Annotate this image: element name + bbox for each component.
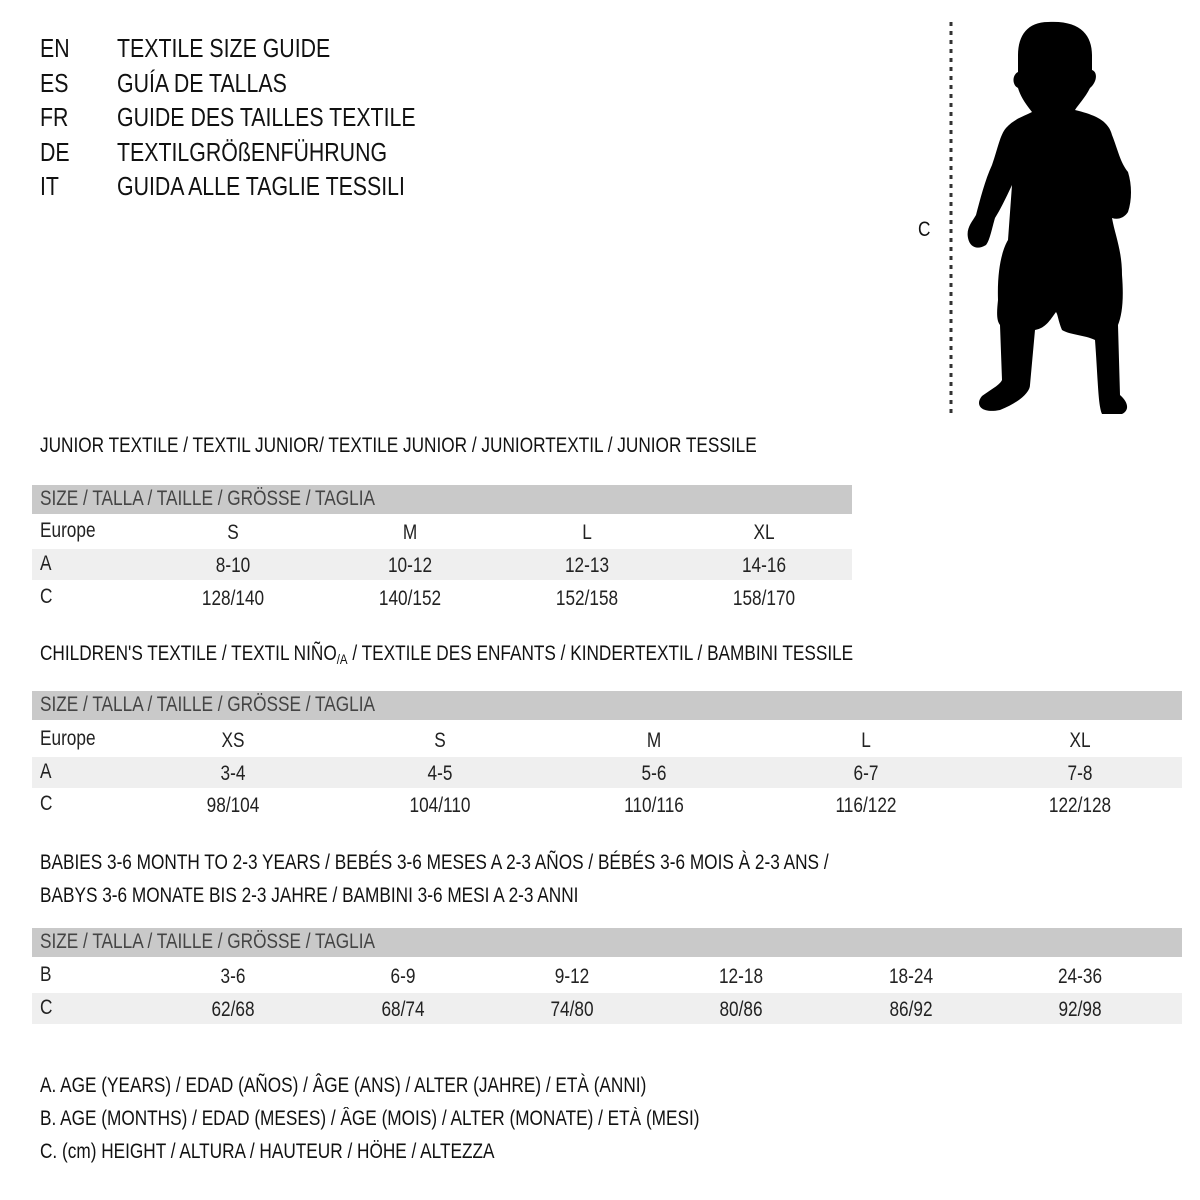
row-label: C <box>40 996 53 1019</box>
table-cell: 128/140 <box>201 587 265 610</box>
table-cell: 18-24 <box>888 965 934 988</box>
lang-code: FR <box>40 102 75 133</box>
size-header: SIZE / TALLA / TAILLE / GRÖSSE / TAGLIA <box>40 930 375 953</box>
height-measure-label: C <box>918 218 931 241</box>
table-cell: 74/80 <box>550 998 594 1021</box>
table-cell: XL <box>1069 729 1091 752</box>
lang-title: GUÍA DE TALLAS <box>117 68 324 99</box>
table-cell: 80/86 <box>719 998 763 1021</box>
row-label: C <box>40 585 53 608</box>
table-cell: 24-36 <box>1057 965 1103 988</box>
legend-item-c: C. (cm) HEIGHT / ALTURA / HAUTEUR / HÖHE… <box>40 1140 495 1163</box>
table-cell: 4-5 <box>427 762 453 785</box>
lang-code-de: DE <box>40 137 70 167</box>
table-cell: 104/110 <box>409 794 471 817</box>
table-cell: 6-9 <box>390 965 416 988</box>
table-cell: 140/152 <box>378 587 442 610</box>
table-cell: 6-7 <box>853 762 879 785</box>
table-cell: 5-6 <box>641 762 667 785</box>
row-label: Europe <box>40 519 96 542</box>
children-heading: CHILDREN'S TEXTILE / TEXTIL NIÑO/A / TEX… <box>40 642 854 667</box>
size-header-band: SIZE / TALLA / TAILLE / GRÖSSE / TAGLIA <box>32 485 852 514</box>
table-cell: 12-13 <box>564 554 610 577</box>
table-cell: 8-10 <box>215 554 251 577</box>
lang-title-it: GUIDA ALLE TAGLIE TESSILI <box>117 171 405 201</box>
lang-title: TEXTILE SIZE GUIDE <box>117 33 377 64</box>
row-shade <box>32 993 1182 1024</box>
table-cell: L <box>582 521 592 544</box>
table-cell: 68/74 <box>381 998 425 1021</box>
table-cell: 7-8 <box>1067 762 1093 785</box>
lang-code: EN <box>40 33 76 64</box>
table-cell: 3-4 <box>220 762 246 785</box>
size-header-band: SIZE / TALLA / TAILLE / GRÖSSE / TAGLIA <box>32 691 1182 720</box>
lang-title: GUIDE DES TAILLES TEXTILE <box>117 102 481 133</box>
row-label: Europe <box>40 727 96 750</box>
lang-title-fr: GUIDE DES TAILLES TEXTILE <box>117 102 416 132</box>
table-cell: M <box>402 521 418 544</box>
lang-code-it: IT <box>40 171 59 201</box>
row-shade <box>32 757 1182 788</box>
table-cell: L <box>861 729 871 752</box>
table-cell: 152/158 <box>555 587 619 610</box>
row-label: B <box>40 963 52 986</box>
lang-title-es: GUÍA DE TALLAS <box>117 68 287 98</box>
lang-title: TEXTILGRÖßENFÜHRUNG <box>117 137 446 168</box>
table-cell: 14-16 <box>741 554 787 577</box>
table-cell: S <box>227 521 239 544</box>
babies-heading-line2: BABYS 3-6 MONATE BIS 2-3 JAHRE / BAMBINI… <box>40 884 579 907</box>
child-silhouette <box>967 21 1131 414</box>
lang-title: GUIDA ALLE TAGLIE TESSILI <box>117 171 468 202</box>
table-cell: 62/68 <box>211 998 255 1021</box>
table-cell: 12-18 <box>718 965 764 988</box>
table-cell: S <box>434 729 446 752</box>
size-header: SIZE / TALLA / TAILLE / GRÖSSE / TAGLIA <box>40 693 375 716</box>
table-cell: 122/128 <box>1048 794 1112 817</box>
lang-code: IT <box>40 171 63 202</box>
junior-heading: JUNIOR TEXTILE / TEXTIL JUNIOR/ TEXTILE … <box>40 434 757 457</box>
child-silhouette-icon <box>949 21 1131 414</box>
row-label: C <box>40 792 53 815</box>
row-shade <box>32 549 852 580</box>
table-cell: 116/122 <box>835 794 897 817</box>
babies-heading-line1: BABIES 3-6 MONTH TO 2-3 YEARS / BEBÉS 3-… <box>40 851 829 874</box>
size-header: SIZE / TALLA / TAILLE / GRÖSSE / TAGLIA <box>40 487 375 510</box>
lang-title-de: TEXTILGRÖßENFÜHRUNG <box>117 137 388 167</box>
table-cell: XS <box>221 729 245 752</box>
table-cell: 3-6 <box>220 965 246 988</box>
lang-code: DE <box>40 137 76 168</box>
legend-item-b: B. AGE (MONTHS) / EDAD (MESES) / ÂGE (MO… <box>40 1107 700 1130</box>
table-cell: 110/116 <box>624 794 684 817</box>
row-label: A <box>40 552 52 575</box>
lang-title-en: TEXTILE SIZE GUIDE <box>117 33 331 63</box>
lang-code-es: ES <box>40 68 69 98</box>
table-cell: 10-12 <box>387 554 433 577</box>
row-label: A <box>40 760 52 783</box>
table-cell: 158/170 <box>732 587 796 610</box>
table-cell: 92/98 <box>1058 998 1102 1021</box>
lang-code-fr: FR <box>40 102 69 132</box>
table-cell: M <box>646 729 662 752</box>
legend-item-a: A. AGE (YEARS) / EDAD (AÑOS) / ÂGE (ANS)… <box>40 1074 647 1097</box>
lang-code: ES <box>40 68 75 99</box>
lang-code-en: EN <box>40 33 70 63</box>
table-cell: 86/92 <box>889 998 933 1021</box>
size-header-band: SIZE / TALLA / TAILLE / GRÖSSE / TAGLIA <box>32 928 1182 957</box>
table-cell: XL <box>753 521 775 544</box>
table-cell: 9-12 <box>554 965 590 988</box>
table-cell: 98/104 <box>206 794 260 817</box>
